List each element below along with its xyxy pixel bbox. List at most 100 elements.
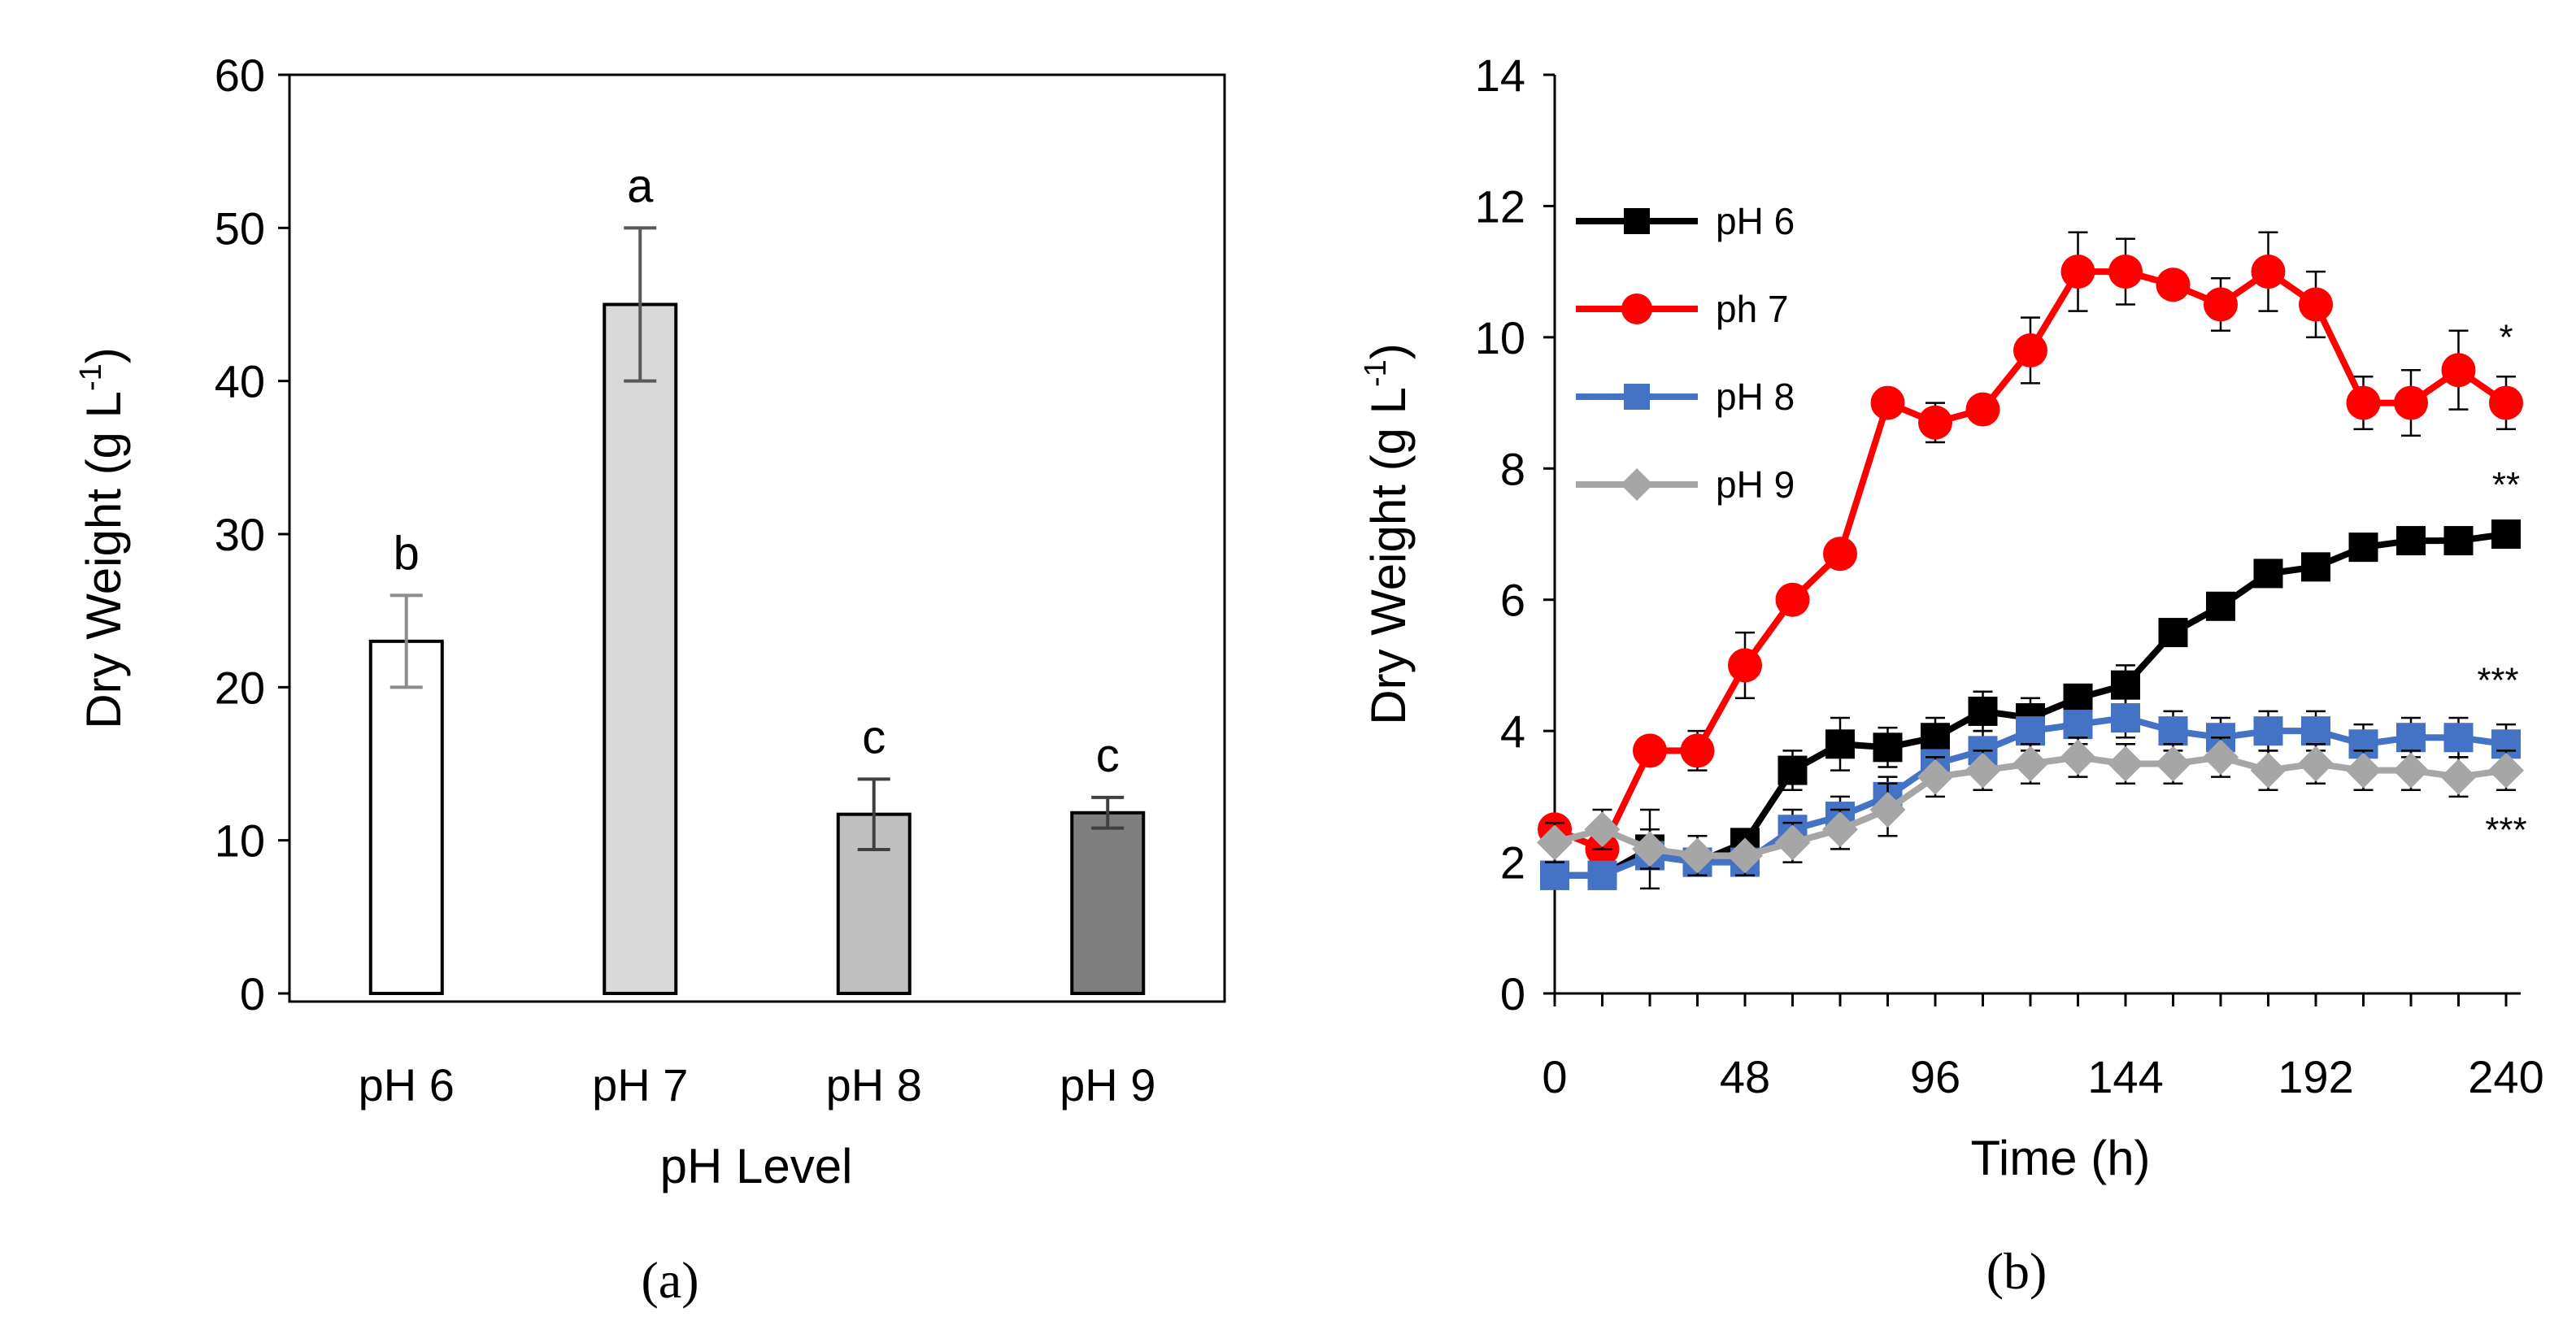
bar [603, 302, 678, 995]
line-series [1538, 231, 2523, 867]
line-x-axis-ticks: 0 48 96 144 192 240 [1542, 993, 2544, 1102]
line-data-point [2253, 716, 2283, 746]
line-data-point [2060, 254, 2095, 289]
line-data-point [2063, 710, 2093, 740]
bar-x-tick-label: pH 7 [592, 1059, 688, 1111]
line-data-point [2346, 385, 2381, 420]
line-y-tick-label: 14 [1475, 50, 1525, 101]
significance-letter: b [394, 527, 420, 580]
line-data-point [2012, 745, 2048, 782]
line-data-point [1918, 405, 1952, 440]
line-data-point [2348, 532, 2378, 563]
line-data-point [1917, 758, 1953, 795]
line-data-point [1778, 755, 1808, 785]
line-series [1540, 519, 2521, 890]
significance-annotation: *** [2477, 660, 2518, 700]
significance-annotation: ** [2492, 465, 2520, 505]
line-data-point [2301, 552, 2330, 582]
significance-letter: c [862, 711, 886, 763]
line-data-point [1869, 792, 1906, 828]
line-data-point [2013, 333, 2047, 367]
legend-item: pH 9 [1576, 463, 1795, 506]
line-data-point [2204, 287, 2238, 322]
line-data-point [1774, 824, 1811, 861]
line-data-point [1584, 811, 1621, 848]
line-y-tick-label: 4 [1500, 706, 1525, 757]
line-data-point [2396, 723, 2426, 753]
line-y-tick-label: 0 [1500, 968, 1525, 1019]
line-data-point [2443, 723, 2474, 753]
line-data-point [2440, 758, 2477, 795]
line-x-tick-label: 48 [1720, 1051, 1770, 1102]
bar-x-tick-label: pH 8 [826, 1059, 922, 1111]
line-y-tick-label: 10 [1475, 312, 1525, 363]
line-x-tick-label: 0 [1542, 1051, 1567, 1102]
line-data-point [2250, 752, 2287, 789]
line-data-point [2206, 591, 2235, 621]
bar [1070, 811, 1146, 995]
legend-label: pH 9 [1716, 463, 1795, 506]
bar-x-tick-label: pH 9 [1060, 1059, 1155, 1111]
line-data-point [2489, 385, 2523, 420]
bar-y-tick-label: 0 [240, 968, 265, 1019]
line-data-point [1822, 811, 1858, 848]
bar-chart-panel: 0 10 20 30 40 50 60 b a c c pH 6 pH 7 pH 8 pH 9 pH L… [74, 50, 1226, 1309]
line-x-tick-label: 96 [1910, 1051, 1960, 1102]
legend-item: pH 6 [1576, 200, 1795, 242]
line-data-point [2488, 752, 2524, 789]
bar-series: b a c c [368, 159, 1146, 996]
line-y-axis-ticks: 0 2 4 6 8 10 12 14 [1475, 50, 1555, 1019]
legend-swatch-marker [1621, 293, 1652, 324]
legend-label: pH 6 [1716, 200, 1795, 242]
line-data-point [2111, 703, 2140, 732]
line-data-point [2394, 385, 2428, 420]
line-data-point [1728, 648, 1762, 683]
bar-x-axis-ticks: pH 6 pH 7 pH 8 pH 9 [359, 1059, 1156, 1111]
line-x-tick-label: 144 [2087, 1051, 2163, 1102]
bar-x-tick-label: pH 6 [359, 1059, 455, 1111]
line-data-point [2298, 745, 2334, 782]
bar-x-axis-title: pH Level [660, 1139, 853, 1193]
line-data-point [2443, 526, 2474, 556]
line-data-point [2441, 353, 2476, 388]
line-series [1537, 736, 2524, 876]
line-y-tick-label: 12 [1475, 180, 1525, 232]
line-data-point [2111, 670, 2140, 700]
line-data-point [2155, 745, 2191, 782]
line-data-point [1727, 837, 1763, 874]
line-data-point [1633, 733, 1667, 768]
line-data-point [1965, 752, 2001, 789]
line-y-tick-label: 8 [1500, 443, 1525, 494]
line-data-point [2491, 519, 2521, 549]
line-data-point [2345, 752, 2382, 789]
line-data-point [2158, 716, 2188, 746]
line-data-point [1870, 385, 1905, 420]
line-data-point [1537, 824, 1573, 861]
bar-y-tick-label: 60 [215, 50, 265, 101]
legend-label: ph 7 [1716, 288, 1789, 330]
line-data-point [1679, 837, 1716, 874]
line-data-point [2253, 559, 2283, 589]
line-data-point [2016, 716, 2045, 746]
line-legend: pH 6 ph 7 pH 8 pH 9 [1576, 200, 1795, 506]
line-data-point [1968, 696, 1998, 726]
line-data-point [2108, 745, 2143, 782]
bar-y-axis-ticks: 0 10 20 30 40 50 60 [215, 50, 289, 1019]
line-x-axis-title: Time (h) [1970, 1131, 2150, 1185]
line-data-point [2251, 254, 2286, 289]
bar-y-tick-label: 20 [215, 662, 265, 713]
panel-label-b: (b) [1986, 1242, 2047, 1300]
line-data-point [1825, 729, 1855, 759]
significance-annotation: *** [2485, 811, 2526, 850]
line-data-point [2301, 716, 2330, 746]
line-data-point [1632, 831, 1668, 867]
bar-plot-area-frame [288, 73, 1226, 1003]
line-data-point [1965, 392, 2000, 427]
line-data-point [1680, 733, 1715, 768]
legend-swatch-marker [1621, 468, 1653, 501]
line-data-point [2393, 752, 2429, 789]
bar-y-tick-label: 40 [215, 356, 265, 407]
line-x-tick-label: 240 [2468, 1051, 2543, 1102]
